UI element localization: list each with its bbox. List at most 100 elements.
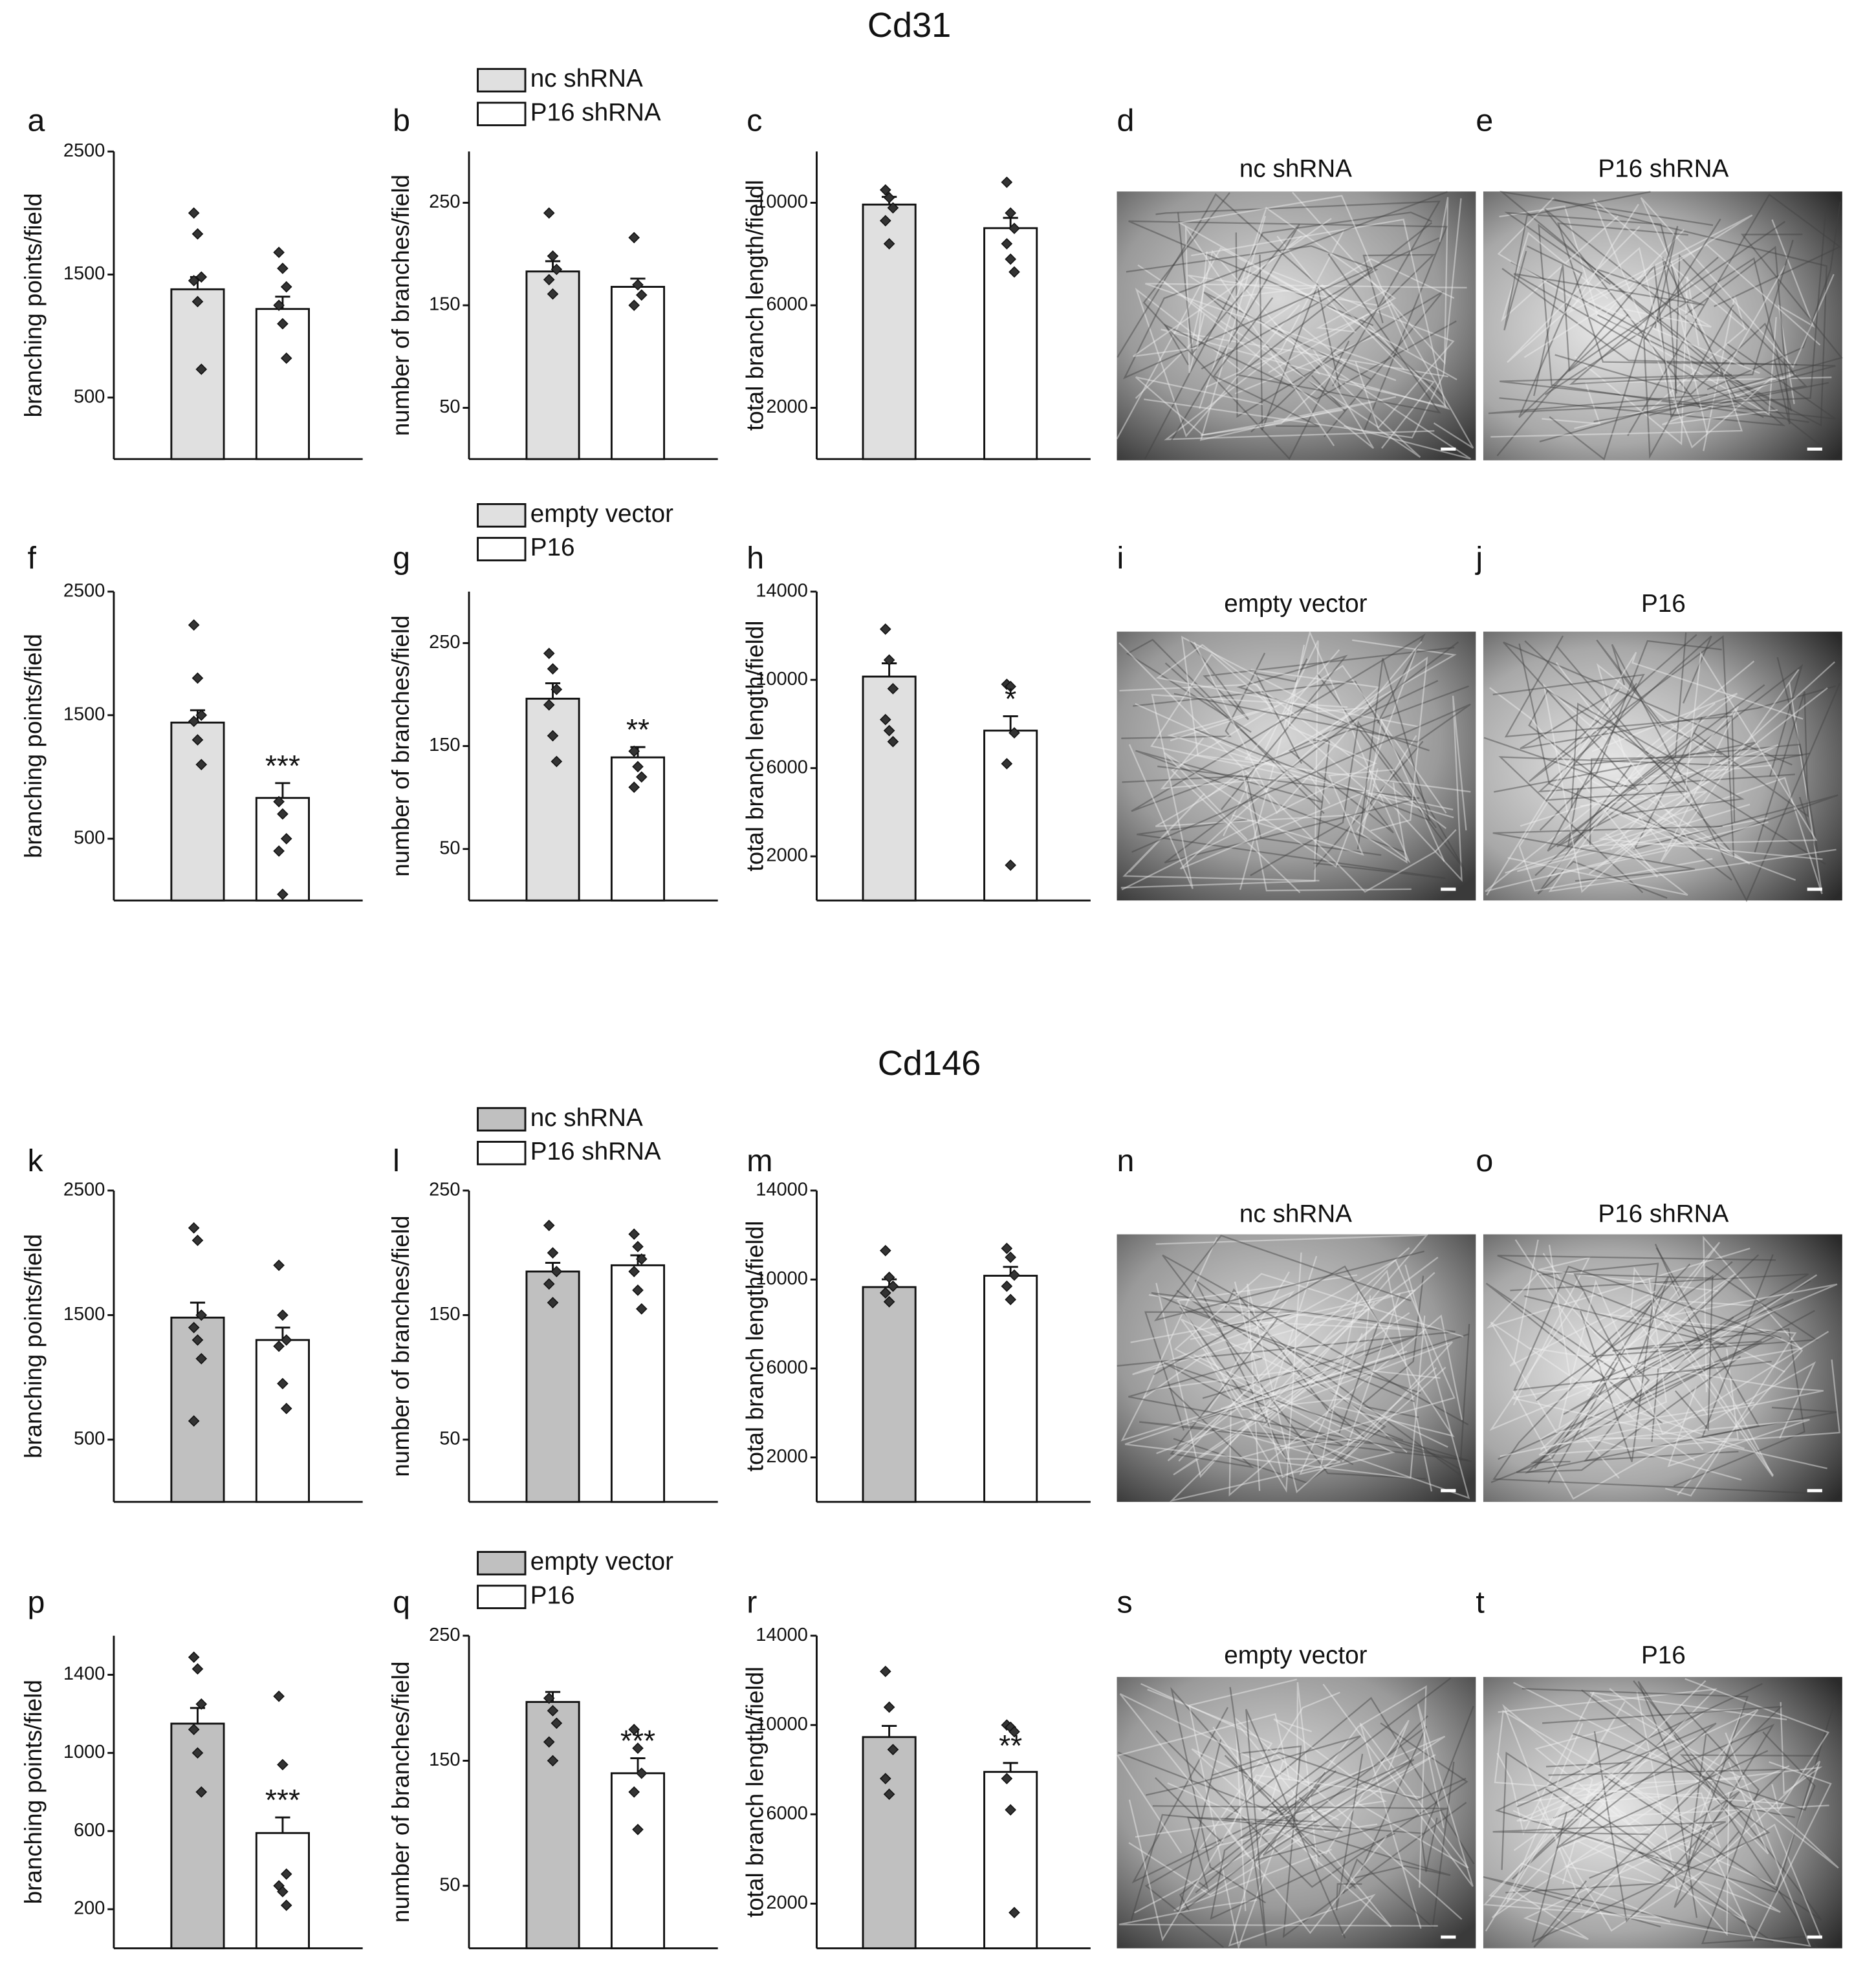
cell-network: [1372, 695, 1467, 882]
cell-network: [1492, 1821, 1727, 1879]
bar: [255, 308, 310, 460]
panel-letter: p: [28, 1585, 45, 1620]
cell-network: [1548, 1731, 1787, 1923]
micrograph-background: [1483, 1676, 1842, 1949]
y-axis-label: branching points/field: [20, 634, 47, 858]
cell-network: [1200, 327, 1346, 437]
y-tick-label: 6000: [766, 1358, 808, 1378]
data-point: [191, 296, 204, 308]
cell-network: [1537, 1805, 1822, 1938]
data-point: [543, 1219, 555, 1231]
cell-network: [1537, 764, 1668, 899]
cell-network: [1212, 297, 1320, 428]
data-point: [632, 1240, 644, 1253]
data-point: [632, 1284, 644, 1296]
cell-network: [1199, 215, 1397, 441]
significance: **: [999, 1729, 1022, 1762]
cell-network: [1313, 739, 1424, 871]
cell-network: [1292, 191, 1449, 365]
data-point: [547, 730, 559, 742]
cell-network: [1565, 764, 1772, 865]
cell-network: [1128, 1357, 1472, 1462]
cell-network: [1701, 1254, 1838, 1438]
cell-network: [1144, 1777, 1225, 1948]
cell-network: [1507, 803, 1751, 896]
cell-network: [1486, 651, 1804, 896]
cell-network: [1119, 683, 1369, 716]
cell-network: [1166, 705, 1454, 819]
data-point: [628, 781, 640, 794]
cell-network: [1155, 644, 1447, 829]
data-point: [543, 647, 555, 660]
cell-network: [1262, 1264, 1470, 1499]
data-point: [1005, 253, 1016, 265]
data-point: [1001, 1280, 1013, 1292]
legend-swatch: [477, 1140, 527, 1165]
cell-network: [1710, 1761, 1832, 1942]
cell-network: [1131, 1707, 1429, 1884]
y-tick-label: 2000: [766, 1446, 808, 1467]
bar: [170, 721, 225, 902]
cell-network: [1512, 1839, 1690, 1940]
data-point: [195, 1309, 208, 1321]
image-caption: nc shRNA: [1239, 1200, 1352, 1228]
data-point: [547, 1247, 559, 1259]
data-point: [632, 279, 644, 291]
cell-network: [1155, 1269, 1433, 1492]
cell-network: [1261, 284, 1405, 371]
data-point: [1005, 1294, 1016, 1306]
data-point: [280, 281, 292, 293]
data-point: [195, 271, 208, 283]
cell-network: [1207, 1271, 1295, 1411]
data-point: [635, 289, 648, 301]
cell-network: [1122, 775, 1382, 856]
cell-network: [1167, 1720, 1410, 1855]
cell-network: [1497, 1255, 1776, 1347]
data-point: [883, 1272, 895, 1283]
cell-network: [1512, 1723, 1747, 1922]
cell-network: [1122, 793, 1320, 882]
data-point: [273, 299, 285, 311]
cell-network: [1584, 1775, 1721, 1848]
cell-network: [1593, 199, 1776, 449]
y-tick-label: 1500: [63, 1304, 105, 1325]
cell-network: [1131, 633, 1469, 812]
y-tick-label: 500: [74, 386, 105, 407]
cell-network: [1228, 1760, 1376, 1947]
cell-network: [1179, 668, 1380, 870]
cell-network: [1523, 214, 1760, 374]
cell-network: [1135, 287, 1300, 438]
data-point: [277, 808, 289, 820]
cell-network: [1170, 664, 1447, 893]
y-tick-label: 150: [429, 294, 460, 315]
data-point: [1005, 1251, 1016, 1263]
cell-network: [1539, 233, 1843, 442]
cell-network: [1513, 268, 1764, 418]
data-point: [628, 299, 640, 311]
data-point: [191, 1235, 204, 1246]
data-point: [277, 1378, 289, 1390]
data-point: [887, 683, 899, 695]
data-point: [635, 1303, 648, 1315]
data-point: [547, 1297, 559, 1308]
cell-network: [1555, 662, 1796, 881]
cell-network: [1568, 204, 1821, 346]
cell-network: [1121, 644, 1377, 891]
cell-network: [1492, 825, 1723, 882]
data-point: [632, 761, 644, 773]
cell-network: [1544, 208, 1829, 409]
data-point: [277, 1759, 289, 1771]
image-caption: P16: [1641, 1641, 1686, 1669]
cell-network: [1604, 1680, 1822, 1921]
cell-network: [1155, 1722, 1468, 1888]
cell-network: [1546, 764, 1668, 878]
data-point: [628, 1724, 640, 1735]
cell-network: [1163, 320, 1457, 400]
data-point: [1009, 1726, 1020, 1738]
legend-label: nc shRNA: [530, 1104, 643, 1132]
cell-network: [1489, 1283, 1838, 1431]
data-point: [277, 263, 289, 274]
data-point: [879, 215, 891, 227]
data-point: [1005, 680, 1016, 693]
